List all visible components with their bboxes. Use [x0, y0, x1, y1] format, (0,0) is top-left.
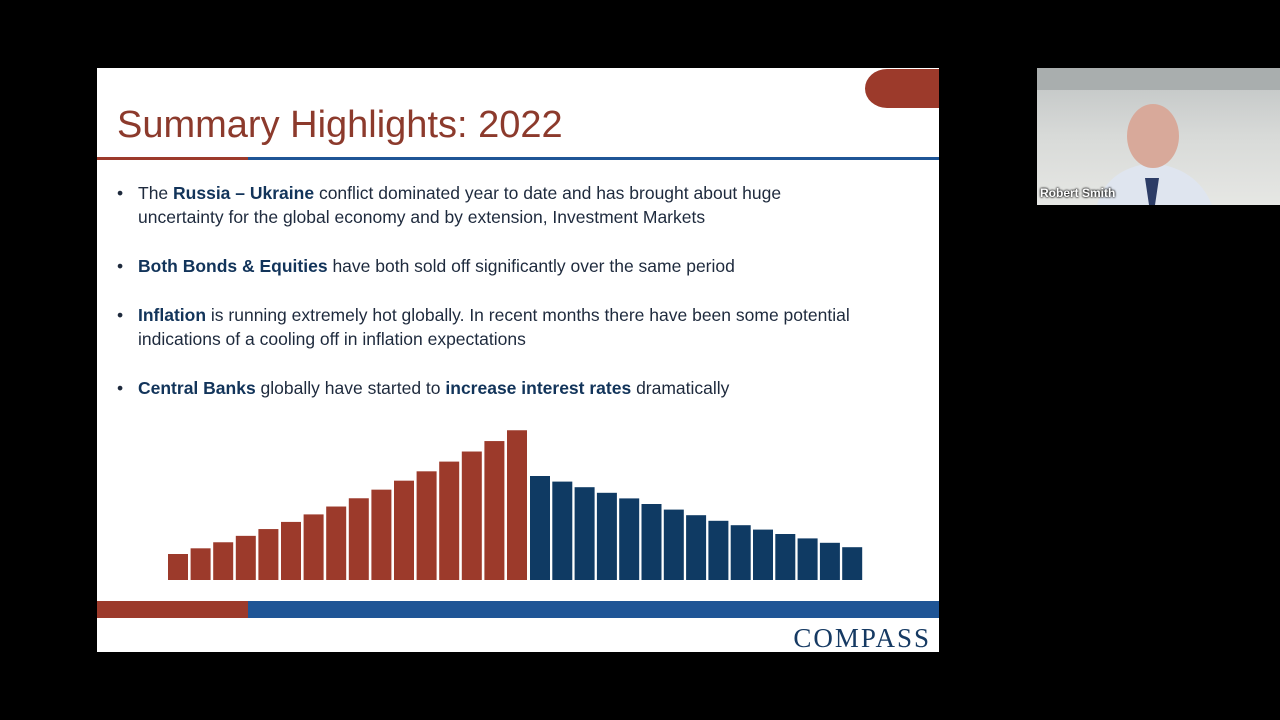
- participant-name: Robert Smith: [1040, 186, 1116, 200]
- bullet-list: The Russia – Ukraine conflict dominated …: [117, 181, 857, 425]
- decor-bar: [552, 481, 573, 580]
- decor-bar: [574, 487, 595, 580]
- decor-bar: [619, 498, 640, 580]
- logo: COMPASS: [793, 623, 931, 652]
- text: is running extremely hot globally. In re…: [138, 305, 850, 349]
- decor-bar: [797, 538, 818, 580]
- decor-bar: [348, 498, 369, 580]
- tie: [1145, 178, 1159, 205]
- decor-bar: [730, 525, 751, 580]
- decor-bar: [235, 535, 256, 580]
- decor-bar: [484, 441, 505, 580]
- ceiling: [1037, 68, 1280, 90]
- slide-graphics: [97, 69, 939, 618]
- decor-bar: [371, 489, 392, 580]
- decorative-bars: [168, 430, 863, 580]
- video-frame: [1037, 68, 1280, 205]
- bullet: Central Banks globally have started to i…: [117, 376, 857, 400]
- bold-text: Russia – Ukraine: [173, 183, 315, 203]
- decor-bar: [507, 430, 527, 580]
- slide: Summary Highlights: 2022 The Russia – Uk…: [97, 68, 939, 652]
- decor-bar: [753, 529, 773, 580]
- corner-tab: [865, 69, 939, 108]
- text: dramatically: [631, 378, 730, 398]
- decor-bar: [439, 461, 460, 580]
- decor-bar: [416, 471, 437, 580]
- participant-video: Robert Smith: [1037, 68, 1280, 205]
- decor-bar: [326, 506, 347, 580]
- text: The: [138, 183, 174, 203]
- title-rule-red: [97, 157, 248, 160]
- text: have both sold off significantly over th…: [327, 256, 735, 276]
- decor-bar: [190, 548, 211, 580]
- decor-bar: [663, 509, 684, 580]
- decor-bar: [394, 480, 414, 580]
- decor-bar: [641, 504, 662, 580]
- bold-text: Inflation: [138, 305, 207, 325]
- decor-bar: [708, 520, 729, 580]
- decor-bar: [213, 542, 234, 580]
- decor-bar: [258, 529, 279, 580]
- slide-title: Summary Highlights: 2022: [117, 104, 563, 146]
- decor-bar: [281, 521, 301, 580]
- bold-text: increase interest rates: [445, 378, 632, 398]
- decor-bar: [303, 514, 324, 580]
- footer-band-red: [97, 601, 248, 618]
- bullet: Inflation is running extremely hot globa…: [117, 303, 857, 351]
- bold-text: Both Bonds & Equities: [138, 256, 328, 276]
- text: globally have started to: [255, 378, 446, 398]
- bullet: Both Bonds & Equities have both sold off…: [117, 254, 857, 278]
- decor-bar: [168, 554, 188, 580]
- decor-bar: [686, 515, 707, 580]
- decor-bar: [819, 542, 840, 580]
- decor-bar: [775, 534, 796, 580]
- text: conflict dominated year to date and has …: [138, 183, 782, 227]
- decor-bar: [596, 492, 617, 580]
- bold-text: Central Banks: [138, 378, 256, 398]
- decor-bar: [530, 476, 550, 580]
- bullet: The Russia – Ukraine conflict dominated …: [117, 181, 857, 229]
- head: [1127, 104, 1179, 168]
- decor-bar: [842, 547, 863, 580]
- footer-band-blue: [248, 601, 939, 618]
- decor-bar: [461, 451, 482, 580]
- title-rule-blue: [248, 157, 939, 160]
